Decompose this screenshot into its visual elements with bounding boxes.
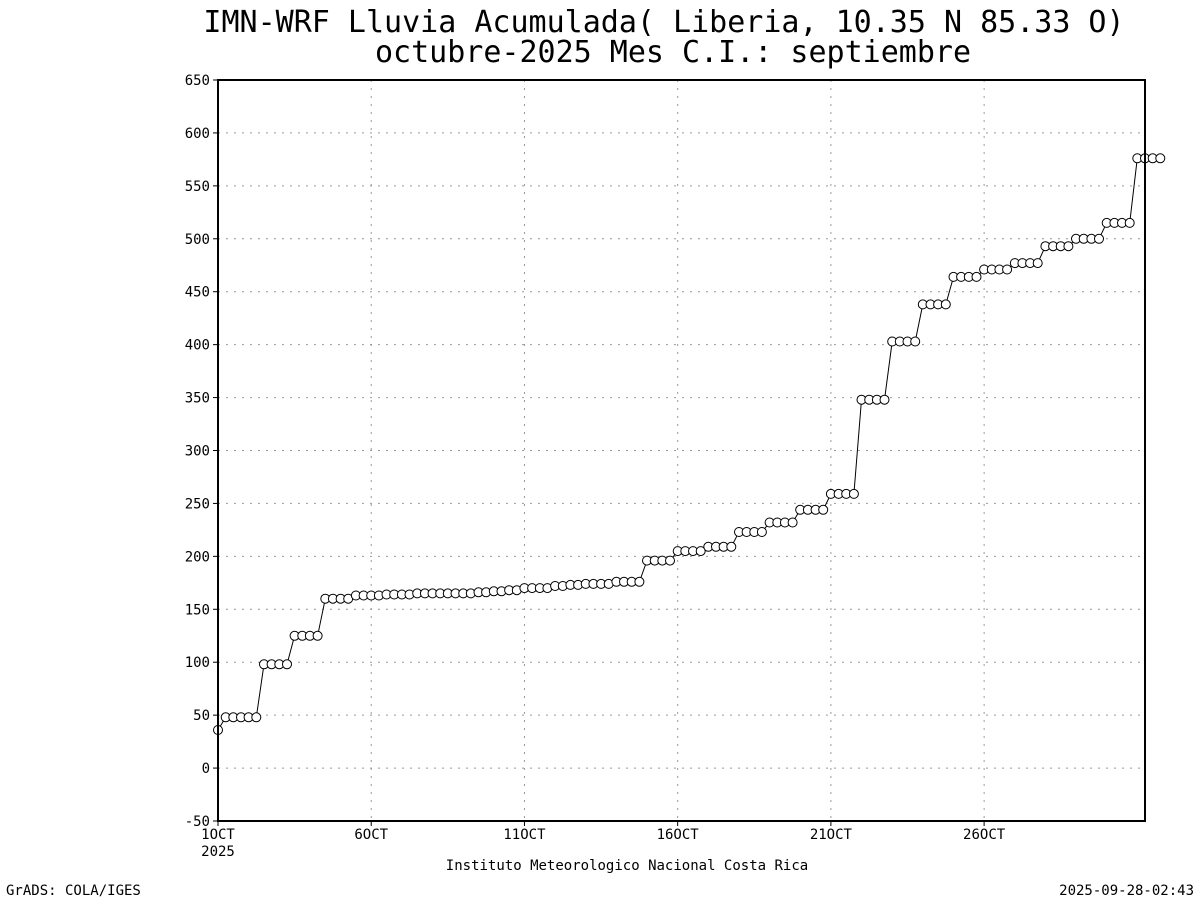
y-tick-label: 250: [185, 496, 210, 512]
x-axis-title: Instituto Meteorologico Nacional Costa R…: [446, 858, 808, 874]
y-tick-label: 350: [185, 391, 210, 407]
rainfall-data-point: [695, 546, 706, 557]
rainfall-series-line: [217, 157, 1161, 731]
rainfall-data-point: [726, 541, 737, 552]
plot-frame: [217, 79, 1146, 822]
x-tick-year-label: 2025: [201, 844, 235, 860]
rainfall-data-point: [1063, 241, 1074, 252]
rainfall-data-point: [1094, 233, 1104, 244]
y-tick-label: 100: [185, 655, 210, 671]
rainfall-data-point: [787, 517, 798, 528]
rainfall-data-point: [940, 299, 951, 310]
y-tick-label: 200: [185, 549, 210, 565]
series-group: [213, 153, 1166, 735]
rainfall-data-point: [312, 630, 323, 641]
generation-timestamp: 2025-09-28-02:43: [1059, 883, 1194, 899]
rainfall-data-point: [1155, 153, 1166, 164]
software-credit: GrADS: COLA/IGES: [6, 883, 141, 899]
y-tick-label: 0: [202, 761, 210, 777]
rainfall-data-point: [634, 576, 645, 587]
y-tick-label: 650: [185, 73, 210, 89]
x-tick-label: 1OCT: [201, 827, 235, 843]
rainfall-data-point: [1124, 217, 1135, 228]
rainfall-data-point: [251, 712, 262, 723]
chart-title: IMN-WRF Lluvia Acumulada( Liberia, 10.35…: [203, 5, 1124, 40]
rainfall-data-point: [1002, 264, 1013, 275]
y-tick-label: 400: [185, 338, 210, 354]
y-axis-ticks: -50 0 50 100 150 200 250 300 350 400 450 500 550 600 6…: [185, 73, 218, 830]
y-tick-label: 450: [185, 285, 210, 301]
rainfall-data-point: [971, 271, 982, 282]
grid-lines: [218, 80, 1145, 821]
y-tick-label: 50: [193, 708, 210, 724]
chart-subtitle: octubre-2025 Mes C.I.: septiembre: [375, 35, 971, 70]
rainfall-data-point: [910, 336, 921, 347]
y-tick-label: -50: [185, 814, 210, 830]
y-tick-label: 550: [185, 179, 210, 195]
rainfall-data-point: [756, 527, 767, 537]
x-tick-label: 6OCT: [354, 827, 388, 843]
y-tick-label: 500: [185, 232, 210, 248]
y-tick-label: 150: [185, 602, 210, 618]
rainfall-data-point: [282, 659, 292, 670]
y-tick-label: 600: [185, 126, 210, 142]
rainfall-data-point: [1032, 258, 1043, 269]
rainfall-data-point: [665, 555, 675, 566]
x-tick-label: 11OCT: [503, 827, 546, 843]
x-tick-label: 16OCT: [657, 827, 700, 843]
rainfall-data-point: [818, 504, 829, 515]
rainfall-data-point: [879, 394, 890, 405]
y-tick-label: 300: [185, 444, 210, 460]
rainfall-data-point: [848, 488, 859, 499]
x-tick-label: 21OCT: [810, 827, 853, 843]
x-tick-label: 26OCT: [963, 827, 1006, 843]
